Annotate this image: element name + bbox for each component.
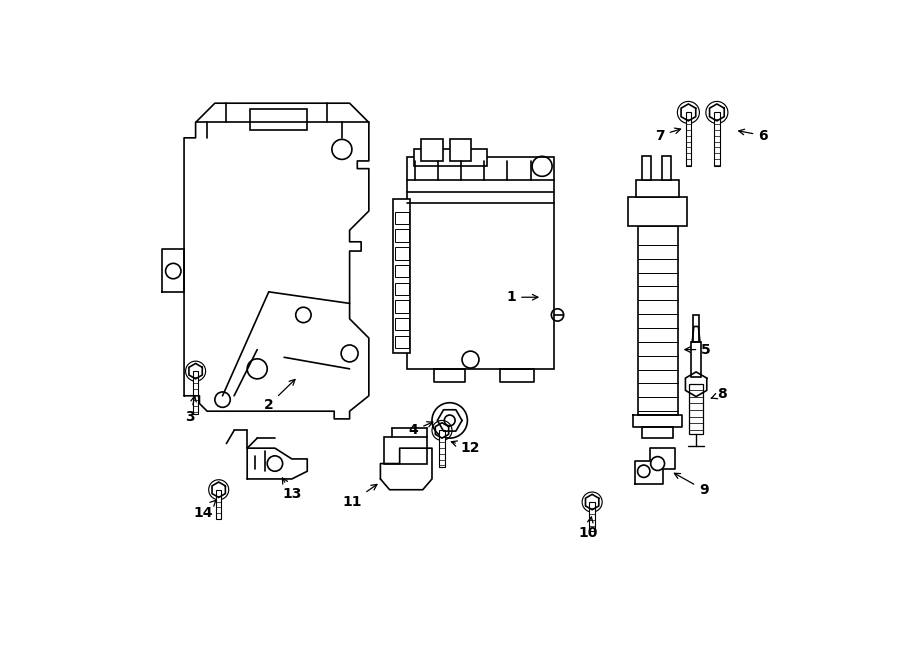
Bar [450, 139, 472, 161]
Bar [636, 180, 680, 197]
Bar [686, 112, 691, 167]
Text: 5: 5 [685, 342, 711, 356]
Bar [395, 247, 409, 260]
Text: 8: 8 [711, 387, 726, 401]
Text: 12: 12 [452, 441, 481, 455]
Bar [643, 426, 673, 438]
Bar [693, 315, 699, 342]
Bar [408, 157, 554, 369]
Bar [637, 226, 678, 415]
Text: 3: 3 [185, 396, 196, 424]
Bar [395, 318, 409, 330]
Bar [384, 437, 427, 463]
Bar [395, 336, 409, 348]
Text: 10: 10 [579, 517, 598, 540]
Text: 4: 4 [409, 422, 433, 438]
Bar [216, 490, 221, 519]
Bar [628, 197, 687, 226]
Bar [421, 139, 443, 161]
Bar [395, 283, 409, 295]
Bar [249, 108, 307, 130]
Text: 1: 1 [507, 290, 538, 304]
Text: 11: 11 [342, 485, 377, 509]
Bar [690, 342, 701, 377]
Text: 9: 9 [674, 473, 708, 496]
Bar [689, 384, 703, 434]
Bar [643, 155, 652, 180]
Text: 7: 7 [655, 128, 680, 143]
Bar [395, 229, 409, 242]
Bar [714, 112, 720, 167]
Bar [395, 300, 409, 313]
Text: 6: 6 [739, 128, 768, 143]
Bar [590, 502, 595, 531]
Bar [395, 212, 409, 224]
Text: 2: 2 [264, 379, 295, 412]
Bar [662, 155, 671, 180]
Bar [413, 149, 487, 167]
Text: 13: 13 [283, 478, 302, 501]
Text: 14: 14 [194, 500, 216, 520]
Bar [439, 430, 445, 467]
Bar [193, 371, 198, 414]
Bar [395, 265, 409, 277]
Bar [393, 200, 410, 354]
